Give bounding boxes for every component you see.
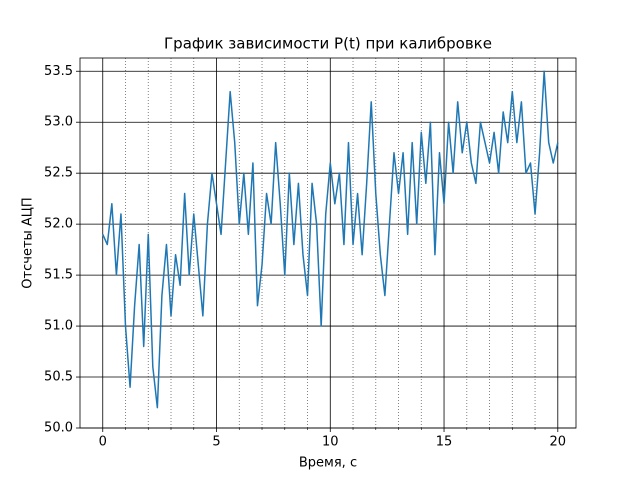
y-tick-label: 53.0 [44, 115, 73, 130]
y-tick-label: 50.0 [44, 421, 73, 436]
data-line [102, 70, 559, 409]
y-tick-label: 52.0 [44, 217, 73, 232]
x-tick-label: 20 [550, 435, 567, 450]
y-tick-label: 50.5 [44, 370, 73, 385]
chart-title: График зависимости P(t) при калибровке [164, 35, 492, 53]
x-axis-label: Время, с [299, 456, 357, 471]
x-tick-label: 15 [436, 435, 453, 450]
y-tick-label: 53.5 [44, 64, 73, 79]
x-tick-label: 10 [322, 435, 339, 450]
x-tick-label: 5 [212, 435, 220, 450]
x-tick-label: 0 [99, 435, 107, 450]
y-tick-label: 52.5 [44, 166, 73, 181]
plot-frame [79, 57, 577, 429]
y-axis-label: Отсчеты АЦП [21, 197, 36, 288]
y-tick-label: 51.5 [44, 268, 73, 283]
y-tick-label: 51.0 [44, 319, 73, 334]
